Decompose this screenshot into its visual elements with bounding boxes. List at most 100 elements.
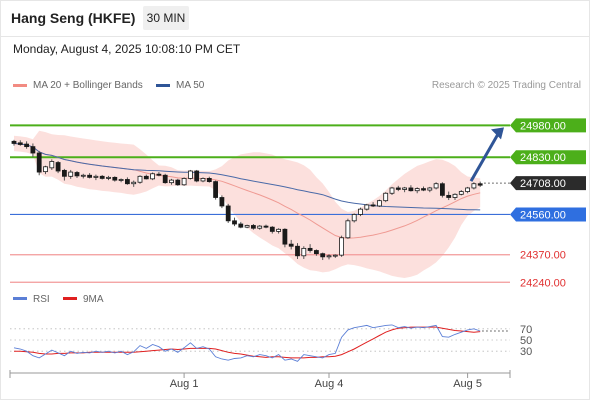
candle [345, 218, 351, 239]
rsi-legend-label: 9MA [83, 294, 104, 305]
candle-body [143, 175, 149, 180]
x-tick-label: Aug 1 [170, 378, 199, 390]
candle-body [131, 181, 137, 185]
candle [80, 173, 86, 179]
candle [187, 169, 193, 180]
credit-text: Research © 2025 Trading Central [431, 80, 581, 91]
candle [320, 252, 326, 261]
candle-body [150, 173, 156, 180]
candle-body [452, 193, 458, 198]
candle [169, 178, 174, 185]
candle [313, 249, 319, 256]
candle [62, 168, 67, 181]
candle-body [465, 187, 471, 192]
candle-body [106, 176, 111, 179]
candle [118, 178, 124, 183]
candle [87, 173, 92, 179]
candle-body [194, 170, 200, 182]
candle [301, 246, 307, 259]
candle [137, 175, 143, 184]
candle-body [383, 192, 389, 202]
rsi-tick-label: 50 [520, 335, 532, 347]
candle-body [364, 204, 370, 210]
timeframe-badge[interactable]: 30 MIN [143, 6, 189, 30]
candle [131, 180, 137, 187]
candle-body [181, 178, 187, 186]
candle [370, 202, 376, 208]
candle [339, 235, 345, 257]
price-tag-label: 24980.00 [520, 120, 566, 132]
candle-body [11, 140, 17, 144]
candle [112, 176, 118, 182]
candle-body [370, 204, 376, 207]
candle-body [68, 171, 74, 177]
rsi-legend-swatch [63, 297, 77, 300]
instrument-title: Hang Seng (HKFE) [11, 10, 136, 26]
ma50-line [13, 143, 481, 211]
candle [194, 169, 200, 183]
candle [288, 239, 294, 250]
price-tag [510, 118, 586, 133]
price-tag [510, 207, 586, 222]
candle-body [276, 228, 282, 232]
price-tag-label: 24830.00 [520, 152, 566, 164]
candle-body [225, 205, 231, 222]
candle [458, 190, 464, 196]
candle-body [162, 174, 168, 184]
candle [402, 186, 408, 193]
x-tick-label: Aug 4 [315, 378, 344, 390]
candle-body [263, 225, 269, 228]
candle [307, 244, 313, 253]
candle-body [295, 245, 300, 257]
legend-label: MA 50 [176, 80, 205, 91]
candle [125, 177, 130, 185]
candle-body [187, 170, 193, 179]
datetime-bar: Monday, August 4, 2025 10:08:10 PM CET [0, 36, 590, 67]
chart-header: Hang Seng (HKFE) 30 MIN [0, 0, 590, 36]
price-tag-label: 24708.00 [520, 178, 566, 190]
candle [263, 224, 269, 229]
candle-body [358, 208, 363, 215]
candle [30, 143, 36, 158]
candle [446, 191, 452, 201]
candle-body [43, 166, 48, 173]
candle [49, 159, 55, 170]
candle-body [307, 247, 313, 251]
candle-body [288, 243, 294, 247]
legend-swatch [156, 83, 170, 87]
candle [395, 185, 401, 192]
candle-body [339, 237, 345, 256]
candle-body [137, 175, 143, 183]
projection-arrow-shaft [469, 131, 501, 182]
candle-body [351, 214, 357, 222]
candle [99, 175, 105, 180]
candle-body [62, 169, 67, 177]
candle-body [232, 220, 237, 225]
candle-body [125, 179, 130, 185]
candle-body [175, 179, 181, 186]
candle-body [402, 187, 408, 190]
legend-swatch [13, 83, 27, 87]
candle-body [55, 162, 61, 172]
candle-body [30, 146, 36, 154]
candle-body [389, 187, 395, 194]
candle-body [99, 175, 105, 179]
price-tag-label: 24370.00 [520, 250, 566, 262]
candle-body [49, 161, 55, 169]
candle [68, 169, 74, 179]
candle-body [17, 142, 23, 145]
candle-body [376, 200, 382, 207]
candle-body [87, 174, 92, 178]
bollinger-band [14, 130, 481, 278]
candle-body [326, 255, 332, 258]
candle-body [206, 178, 212, 183]
candle [421, 186, 426, 192]
price-tag [510, 150, 586, 165]
candle-body [408, 187, 414, 192]
candle [232, 217, 237, 227]
candle [276, 228, 282, 234]
candle-body [93, 175, 99, 178]
candle-body [458, 191, 464, 195]
candle [93, 174, 99, 181]
rsi-tick-label: 70 [520, 324, 532, 336]
